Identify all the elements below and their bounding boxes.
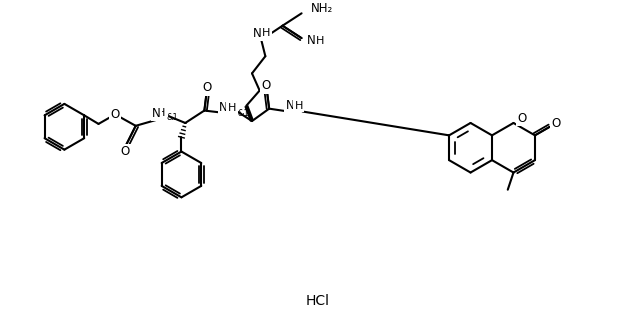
Text: H: H — [228, 103, 236, 113]
Text: N: N — [219, 101, 228, 114]
Text: N: N — [307, 34, 316, 47]
Text: O: O — [261, 79, 271, 92]
Text: H: H — [294, 101, 303, 111]
Text: O: O — [517, 112, 527, 125]
Text: HCl: HCl — [306, 294, 330, 308]
Text: NH₂: NH₂ — [311, 2, 333, 15]
Text: O: O — [203, 81, 212, 94]
Text: O: O — [121, 145, 130, 158]
Text: &1: &1 — [166, 113, 178, 122]
Text: O: O — [110, 108, 120, 121]
Text: N: N — [286, 99, 294, 112]
Text: H: H — [262, 28, 270, 38]
Text: H: H — [316, 36, 324, 46]
Text: O: O — [551, 117, 560, 130]
Text: &1: &1 — [238, 109, 249, 118]
Text: H: H — [157, 109, 165, 118]
Text: N: N — [253, 27, 262, 40]
Text: N: N — [152, 107, 161, 120]
